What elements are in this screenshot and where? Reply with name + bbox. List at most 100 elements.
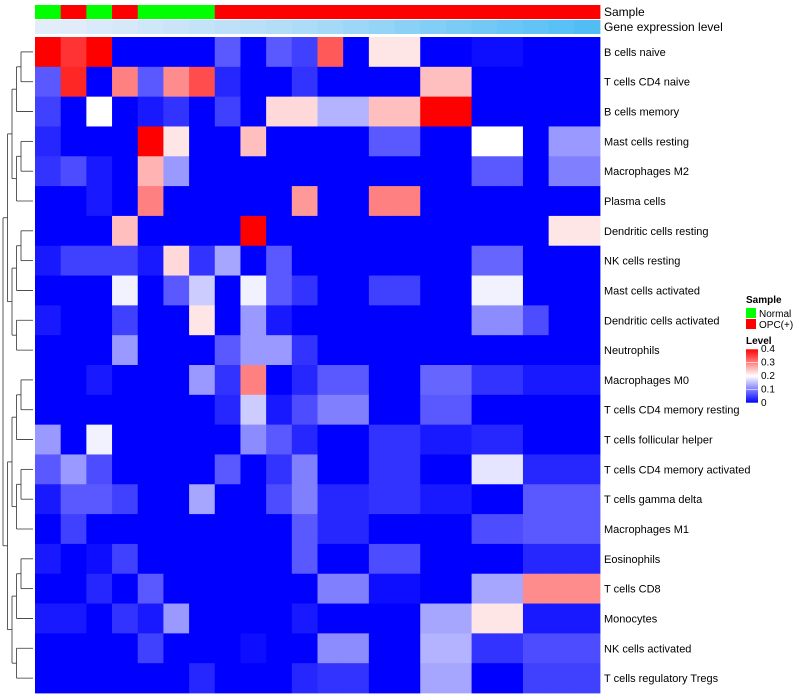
heatmap-cell: [548, 424, 575, 455]
expression-annotation-cell: [317, 20, 344, 34]
heatmap-cell: [291, 335, 318, 366]
heatmap-cell: [522, 335, 550, 366]
heatmap-cell: [343, 96, 370, 127]
heatmap-cell: [189, 365, 216, 396]
heatmap-cell: [420, 215, 447, 247]
heatmap-cell: [522, 663, 550, 694]
heatmap-cell: [112, 603, 139, 634]
heatmap-cell: [574, 394, 601, 426]
row-label: T cells gamma delta: [604, 494, 703, 506]
heatmap-cell: [394, 603, 421, 634]
heatmap-cell: [214, 573, 241, 604]
heatmap-cell: [368, 573, 395, 604]
heatmap-cell: [394, 275, 421, 306]
heatmap-cell: [343, 126, 370, 157]
row-label: Mast cells resting: [604, 136, 689, 148]
heatmap-cell: [445, 633, 472, 664]
heatmap-cell: [471, 514, 498, 545]
heatmap-cell: [368, 603, 395, 634]
heatmap-cell: [497, 514, 524, 545]
heatmap-cell: [394, 245, 421, 276]
heatmap-cell: [343, 514, 370, 545]
heatmap-cell: [445, 215, 472, 247]
annotation-tracks: [35, 5, 601, 34]
heatmap-cell: [189, 215, 216, 247]
row-label: NK cells activated: [604, 643, 691, 655]
heatmap-cell: [214, 663, 241, 694]
heatmap-cell: [394, 335, 421, 366]
heatmap-cell: [189, 454, 216, 485]
sample-annotation-cell: [445, 5, 472, 19]
heatmap-cell: [343, 275, 370, 306]
heatmap-cell: [574, 126, 601, 157]
heatmap-cell: [291, 37, 318, 68]
heatmap-cell: [445, 96, 472, 127]
legend-label-opc: OPC(+): [759, 320, 793, 331]
heatmap-cell: [189, 603, 216, 634]
row-label: B cells naive: [604, 47, 666, 59]
heatmap-cell: [266, 245, 293, 276]
heatmap-cell: [368, 335, 395, 366]
heatmap-cell: [189, 514, 216, 545]
heatmap-cell: [214, 275, 241, 306]
heatmap-cell: [112, 573, 139, 604]
heatmap-cell: [137, 394, 164, 426]
heatmap-cell: [394, 37, 421, 68]
heatmap-cell: [368, 37, 395, 68]
heatmap-cell: [368, 424, 395, 455]
heatmap-cell: [497, 394, 524, 426]
heatmap-cell: [368, 96, 395, 127]
sample-annotation-cell: [240, 5, 267, 19]
heatmap-cell: [548, 454, 575, 485]
sample-annotation-cell: [60, 5, 87, 19]
heatmap-cell: [60, 215, 87, 247]
legend-tick-label: 0.1: [761, 385, 775, 396]
heatmap-cell: [471, 96, 498, 127]
heatmap-cell: [368, 394, 395, 426]
expression-annotation-cell: [343, 20, 370, 34]
expression-annotation-cell: [574, 20, 601, 34]
heatmap-cell: [240, 275, 267, 306]
heatmap-cell: [522, 484, 550, 515]
heatmap-cell: [163, 305, 190, 336]
heatmap-cell: [112, 454, 139, 485]
heatmap-cell: [394, 573, 421, 604]
heatmap-cell: [548, 484, 575, 515]
sample-annotation-cell: [86, 5, 113, 19]
sample-annotation-cell: [163, 5, 190, 19]
heatmap-cell: [548, 335, 575, 366]
heatmap-cell: [445, 454, 472, 485]
heatmap-cell: [189, 394, 216, 426]
heatmap-cell: [35, 603, 62, 634]
heatmap-cell: [189, 573, 216, 604]
heatmap-cell: [112, 126, 139, 157]
heatmap-cell: [548, 156, 575, 187]
heatmap-cell: [214, 186, 241, 217]
sample-annotation-cell: [35, 5, 62, 19]
heatmap-cell: [240, 215, 267, 247]
heatmap-cell: [189, 37, 216, 68]
track-label-gene-expression: Gene expression level: [604, 20, 723, 34]
heatmap-cell: [60, 514, 87, 545]
heatmap-cell: [35, 484, 62, 515]
heatmap-cell: [214, 66, 241, 98]
heatmap-cell: [291, 126, 318, 157]
heatmap-cell: [574, 215, 601, 247]
expression-annotation-cell: [471, 20, 498, 34]
heatmap-cell: [368, 156, 395, 187]
heatmap-cell: [497, 365, 524, 396]
heatmap-cell: [574, 186, 601, 217]
heatmap-cell: [266, 305, 293, 336]
heatmap-cell: [291, 305, 318, 336]
heatmap-cell: [317, 186, 344, 217]
heatmap-cell: [60, 394, 87, 426]
heatmap-cell: [420, 633, 447, 664]
heatmap-cell: [471, 603, 498, 634]
heatmap-cell: [86, 424, 113, 455]
heatmap-cell: [35, 186, 62, 217]
heatmap-cell: [240, 663, 267, 694]
heatmap-cell: [60, 603, 87, 634]
heatmap-cell: [35, 424, 62, 455]
heatmap-cell: [112, 156, 139, 187]
heatmap-cell: [60, 156, 87, 187]
